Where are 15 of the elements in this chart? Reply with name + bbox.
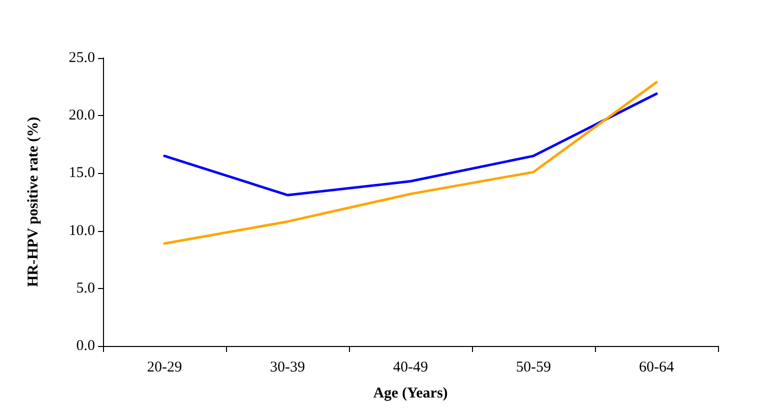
x-tick-label: 60-64 [639, 360, 674, 376]
y-tick-label: 10.0 [68, 222, 95, 239]
y-tick-label: 0.0 [76, 338, 95, 354]
x-tick-label: 30-39 [270, 360, 305, 376]
y-tick-label: 25.0 [68, 50, 95, 66]
x-tick-label: 20-29 [147, 360, 182, 376]
x-axis-title: Age (Years) [373, 386, 448, 402]
y-tick-label: 15.0 [68, 165, 95, 182]
y-tick-label: 20.0 [68, 108, 95, 124]
line-series [163, 80, 658, 245]
line-series [163, 92, 658, 196]
x-tick-label: 50-59 [516, 360, 551, 376]
x-tick-label: 40-49 [393, 360, 428, 376]
y-tick-label: 5.0 [76, 280, 95, 296]
y-axis-title: HR-HPV positive rate (%) [26, 116, 42, 288]
